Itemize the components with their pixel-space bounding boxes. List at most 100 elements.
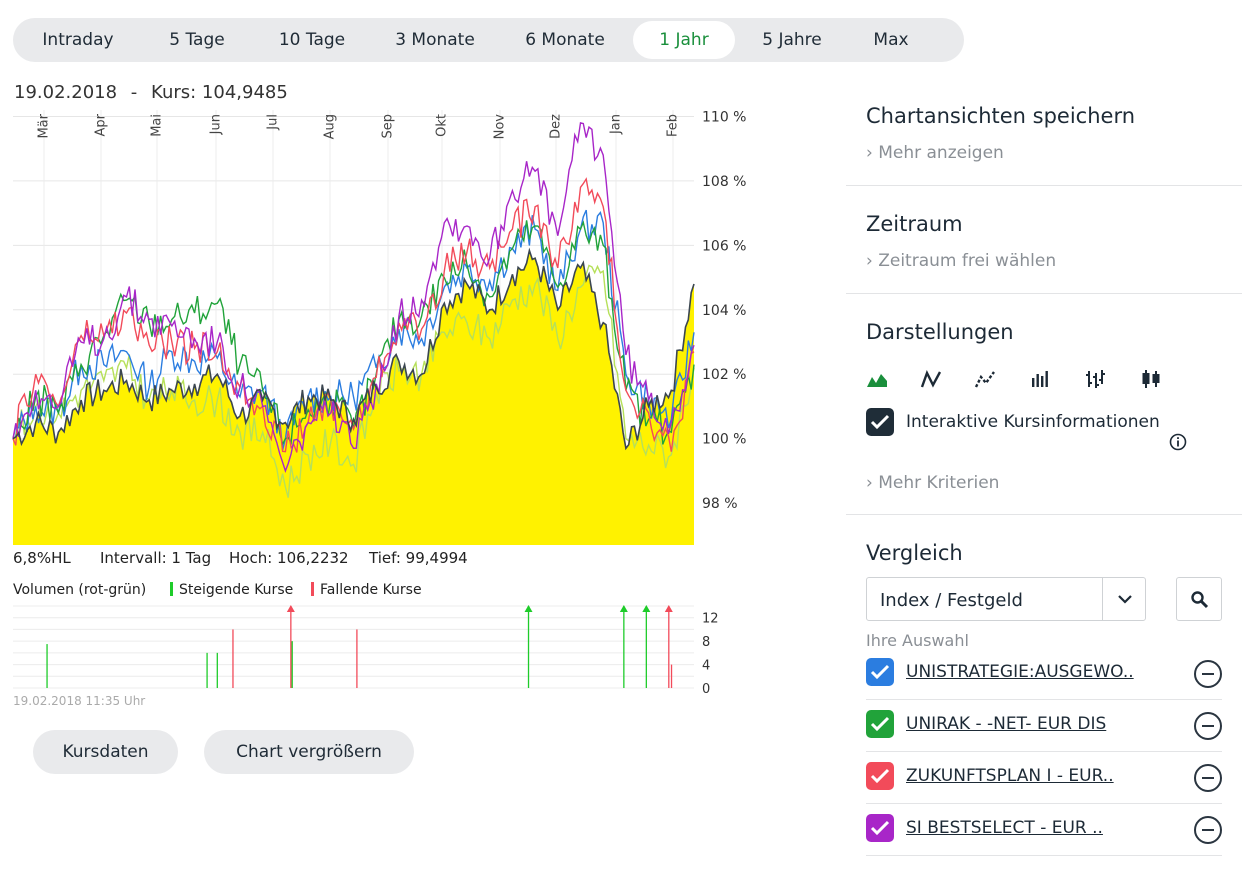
series-line-zukunftsplan [12, 177, 695, 453]
candlestick-chart-icon[interactable] [1140, 368, 1162, 390]
interaktive-checkbox[interactable] [866, 408, 894, 436]
checkmark-icon [870, 664, 890, 680]
period-tabs: Intraday 5 Tage 10 Tage 3 Monate 6 Monate 1 J… [13, 18, 964, 62]
search-button[interactable] [1176, 577, 1222, 621]
remove-compare-icon[interactable] [1194, 712, 1222, 740]
compare-item-link[interactable]: UNIRAK - -NET- EUR DIS [906, 714, 1107, 734]
chevron-right-icon: › [866, 143, 873, 163]
kursdaten-button[interactable]: Kursdaten [33, 730, 178, 774]
y-tick-label: 98 % [702, 496, 738, 512]
divider [866, 751, 1222, 752]
volume-legend-up: Steigende Kurse [170, 582, 293, 598]
divider [866, 803, 1222, 804]
volume-legend-down: Fallende Kurse [311, 582, 422, 598]
volume-chart: 12 8 4 0 [13, 605, 719, 697]
chart-vergroessern-button[interactable]: Chart vergrößern [204, 730, 414, 774]
chevron-right-icon: › [866, 473, 873, 493]
volume-overflow-arrow-icon [286, 605, 295, 612]
chevron-right-icon: › [866, 251, 873, 271]
mehr-kriterien-link[interactable]: › Mehr Kriterien [866, 473, 999, 493]
compare-checkbox[interactable] [866, 814, 894, 842]
checkmark-icon [870, 768, 890, 784]
zeitraum-title: Zeitraum [866, 212, 963, 236]
compare-item-link[interactable]: UNISTRATEGIE:AUSGEWO.. [906, 662, 1134, 682]
info-icon[interactable] [1168, 432, 1188, 452]
tab-10-tage[interactable]: 10 Tage [278, 30, 346, 50]
darstellungen-title: Darstellungen [866, 320, 1014, 344]
interaktive-label: Interaktive Kursinformationen [906, 412, 1160, 432]
month-tick-label: Feb [666, 114, 681, 137]
month-tick-label: Mär [37, 113, 52, 138]
index-select[interactable]: Index / Festgeld [866, 577, 1146, 621]
tab-6-monate[interactable]: 6 Monate [525, 30, 605, 50]
timestamp: 19.02.2018 11:35 Uhr [13, 694, 146, 708]
month-tick-label: Mai [150, 114, 165, 137]
chart-header: 19.02.2018 - Kurs: 104,9485 [14, 82, 288, 103]
remove-compare-icon[interactable] [1194, 764, 1222, 792]
divider [866, 855, 1222, 856]
month-tick-label: Nov [493, 114, 508, 140]
zeitraum-link-label: Zeitraum frei wählen [878, 251, 1057, 271]
mehr-anzeigen-link[interactable]: › Mehr anzeigen [866, 143, 1004, 163]
chevron-down-icon [1118, 595, 1132, 604]
volume-overflow-arrow-icon [619, 605, 628, 612]
header-separator: - [130, 82, 138, 103]
tab-5-tage[interactable]: 5 Tage [169, 30, 225, 50]
remove-compare-icon[interactable] [1194, 660, 1222, 688]
compare-item-link[interactable]: ZUKUNFTSPLAN I - EUR.. [906, 766, 1114, 786]
compare-item-link[interactable]: SI BESTSELECT - EUR .. [906, 818, 1103, 838]
stat-low: Tief: 99,4994 [369, 549, 468, 567]
divider [846, 185, 1242, 186]
bar-chart-icon[interactable] [1030, 368, 1052, 390]
select-divider [1102, 578, 1103, 620]
tab-3-monate[interactable]: 3 Monate [395, 30, 475, 50]
tab-intraday[interactable]: Intraday [42, 30, 114, 50]
main-price-line [12, 247, 695, 451]
tab-5-jahre[interactable]: 5 Jahre [762, 30, 822, 50]
tab-1-jahr[interactable]: 1 Jahr [633, 21, 735, 59]
month-tick-label: Sep [381, 114, 396, 139]
ohlc-chart-icon[interactable] [1084, 368, 1106, 390]
tab-max[interactable]: Max [873, 30, 909, 50]
checkmark-icon [870, 716, 890, 732]
month-tick-label: Jul [266, 114, 281, 131]
volume-tick-label: 12 [702, 612, 719, 627]
stat-high: Hoch: 106,2232 [229, 549, 349, 567]
series-line-sibestselect [12, 122, 695, 473]
compare-checkbox[interactable] [866, 710, 894, 738]
checkmark-icon [870, 414, 890, 430]
volume-tick-label: 8 [702, 635, 710, 650]
month-tick-label: Apr [94, 113, 109, 136]
month-tick-label: Aug [323, 114, 338, 139]
volume-tick-label: 0 [702, 682, 710, 697]
dotted-line-chart-icon[interactable] [974, 368, 996, 390]
divider [846, 514, 1242, 515]
compare-checkbox[interactable] [866, 762, 894, 790]
ihre-auswahl-label: Ihre Auswahl [866, 631, 969, 650]
chartansichten-title: Chartansichten speichern [866, 104, 1136, 128]
index-select-value: Index / Festgeld [880, 590, 1023, 611]
y-tick-label: 104 % [702, 303, 746, 319]
month-tick-label: Dez [549, 114, 564, 139]
compare-checkbox[interactable] [866, 658, 894, 686]
price-chart[interactable]: Mär Apr Mai Jun Jul Aug Sep Okt Nov Dez Jan Feb 110 … [0, 105, 760, 545]
mountain-chart-icon[interactable] [866, 368, 888, 390]
volume-tick-label: 4 [702, 659, 710, 674]
y-tick-label: 110 % [702, 109, 746, 125]
month-tick-label: Jun [209, 114, 224, 135]
y-tick-label: 100 % [702, 432, 746, 448]
header-date: 19.02.2018 [14, 82, 118, 103]
y-tick-label: 102 % [702, 367, 746, 383]
down-marker-icon [311, 582, 314, 596]
volume-overflow-arrow-icon [664, 605, 673, 612]
month-tick-label: Okt [435, 114, 450, 137]
header-kurs: Kurs: 104,9485 [151, 82, 288, 103]
stat-hl: 6,8%HL [13, 549, 71, 567]
search-icon [1191, 591, 1209, 609]
zeitraum-link[interactable]: › Zeitraum frei wählen [866, 251, 1056, 271]
line-chart-icon[interactable] [920, 368, 942, 390]
remove-compare-icon[interactable] [1194, 816, 1222, 844]
volume-legend-up-label: Steigende Kurse [179, 582, 294, 598]
volume-overflow-arrow-icon [642, 605, 651, 612]
vergleich-title: Vergleich [866, 541, 963, 565]
